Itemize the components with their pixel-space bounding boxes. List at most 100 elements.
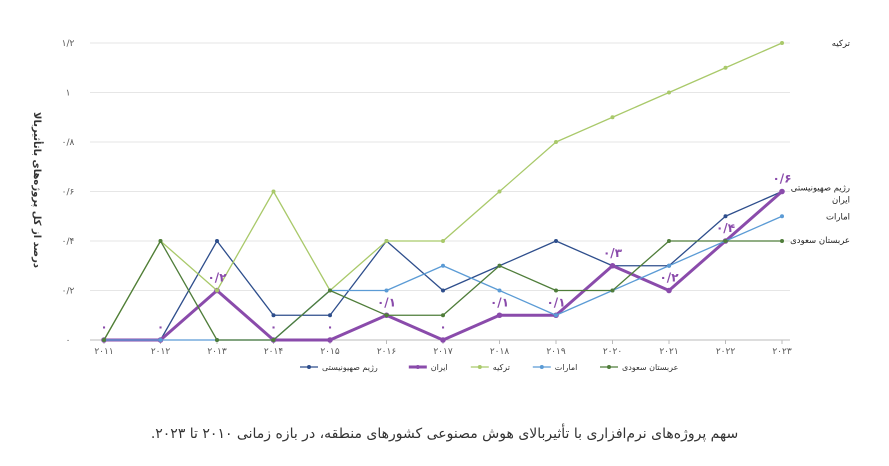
data-point — [554, 239, 558, 243]
data-point — [497, 263, 502, 268]
data-label: ۰/۶ — [772, 172, 791, 186]
data-label: ۰ — [157, 320, 164, 334]
data-point — [723, 239, 728, 243]
data-point — [780, 41, 784, 45]
data-point — [215, 338, 219, 342]
data-point — [667, 90, 671, 95]
legend-marker — [477, 365, 482, 369]
legend-label: امارات — [555, 363, 578, 372]
y-tick-label: ۰/۲ — [62, 287, 75, 297]
legend-marker — [307, 365, 311, 369]
x-tick-label: ۲۰۱۲ — [151, 347, 171, 357]
data-point — [496, 312, 503, 319]
data-label: ۰ — [270, 320, 277, 334]
line-chart: ۰ ۰/۲ ۰/۴ ۰/۶ ۰/۸ ۱ ۱/۲ ۲۰۱۱ ۲۰۱۲ ۲۰۱۳ ۲۰۱۴ ۲۰۱۵ ۲۰۱… — [31, 39, 851, 372]
x-tick-label: ۲۰۲۳ — [772, 347, 792, 357]
data-point — [497, 288, 502, 293]
data-point — [780, 239, 784, 243]
data-label: ۰ — [326, 320, 333, 334]
data-point — [271, 338, 276, 342]
data-point — [215, 239, 219, 243]
data-label: ۰/۳ — [603, 246, 623, 260]
end-label: ایران — [832, 196, 850, 206]
legend-item: امارات — [532, 363, 578, 372]
x-tick-label: ۲۰۱۵ — [320, 347, 340, 357]
end-label: رژیم صهیونیستی — [791, 184, 850, 194]
data-point — [667, 263, 671, 268]
data-point — [666, 287, 672, 294]
data-point — [609, 262, 616, 269]
x-tick-label: ۲۰۲۲ — [716, 347, 736, 357]
data-point — [158, 338, 163, 342]
x-tick-label: ۲۰۱۷ — [433, 347, 453, 357]
data-label: ۰ — [439, 320, 446, 334]
legend-marker — [607, 365, 611, 369]
x-tick-label: ۲۰۱۱ — [94, 347, 113, 357]
data-point — [102, 338, 106, 342]
y-tick-label: ۱/۲ — [62, 39, 75, 49]
legend-marker — [539, 365, 544, 369]
end-labels: ترکیه رژیم صهیونیستی ایران امارات عربستان سع… — [790, 39, 850, 246]
data-point — [723, 214, 728, 219]
data-label: ۰/۱ — [546, 295, 565, 309]
data-point — [327, 337, 333, 343]
legend-label: عربستان سعودی — [622, 363, 678, 372]
legend-item: ایران — [408, 363, 448, 372]
data-point — [441, 263, 445, 268]
series-4 — [102, 239, 784, 342]
y-tick-label: ۰/۸ — [62, 138, 75, 148]
data-point — [779, 188, 785, 195]
y-axis-label: درصد از کل پروژه‌های باتأثیربالا — [31, 112, 44, 268]
data-point — [667, 239, 671, 243]
data-point — [780, 214, 784, 219]
data-point — [328, 288, 332, 293]
data-point — [723, 65, 728, 70]
x-tick-label: ۲۰۱۴ — [264, 347, 284, 357]
y-tick-label: ۰ — [66, 336, 71, 346]
x-tick-label: ۲۰۱۳ — [207, 347, 227, 357]
legend: رژیم صهیونیستی ایران ترکیه امارات عربستان سع… — [300, 363, 678, 372]
legend-label: ترکیه — [493, 363, 510, 372]
data-label: ۰/۱ — [490, 295, 509, 309]
data-label: ۰ — [100, 320, 107, 334]
x-tick-label: ۲۰۱۸ — [490, 347, 510, 357]
x-tick-label: ۲۰۲۱ — [659, 347, 678, 357]
data-point — [215, 288, 219, 293]
data-point — [384, 313, 389, 318]
legend-item: ترکیه — [470, 363, 510, 372]
grid-lines — [90, 42, 790, 291]
legend-label: ایران — [431, 363, 448, 372]
data-point — [610, 115, 615, 120]
y-tick-label: ۱ — [66, 89, 71, 99]
legend-item: رژیم صهیونیستی — [300, 363, 378, 372]
data-point — [554, 313, 558, 318]
x-tick-label: ۲۰۱۹ — [546, 347, 566, 357]
data-point — [440, 337, 446, 343]
legend-item: عربستان سعودی — [600, 363, 678, 372]
data-labels: ۰ ۰ ۰/۲ ۰ ۰ ۰/۱ ۰ ۰/۱ ۰/۱ ۰/۳ ۰/۲ ۰/۴ ۰/۶ — [100, 172, 791, 335]
data-point — [384, 288, 389, 293]
y-tick-label: ۰/۶ — [62, 188, 75, 198]
data-point — [610, 288, 615, 293]
data-point — [497, 189, 502, 194]
x-tick-label: ۲۰۱۶ — [377, 347, 397, 357]
data-point — [384, 239, 389, 243]
data-point — [271, 189, 276, 194]
data-point — [328, 313, 332, 318]
legend-marker — [415, 365, 420, 369]
x-tick-label: ۲۰۲۰ — [603, 347, 622, 357]
data-point — [158, 239, 163, 243]
data-point — [554, 288, 558, 293]
data-point — [441, 288, 445, 293]
end-label: ترکیه — [832, 39, 851, 49]
legend-label: رژیم صهیونیستی — [322, 363, 378, 372]
end-label: عربستان سعودی — [790, 236, 850, 246]
data-point — [271, 313, 276, 318]
end-label: امارات — [826, 212, 850, 222]
data-point — [554, 140, 558, 144]
data-label: ۰/۲ — [207, 271, 227, 285]
data-label: ۰/۱ — [377, 295, 396, 309]
y-tick-label: ۰/۴ — [62, 237, 75, 247]
data-point — [441, 239, 445, 243]
series-lines — [101, 41, 785, 343]
